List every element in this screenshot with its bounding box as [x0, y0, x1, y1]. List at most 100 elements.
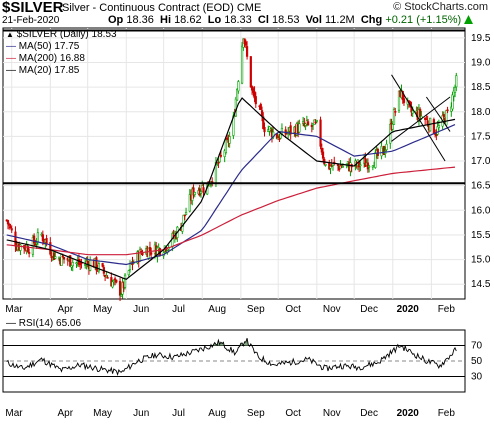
- chg-label: Chg: [360, 14, 383, 26]
- candle-body: [19, 244, 22, 251]
- candle-body: [402, 98, 406, 103]
- rsi-x-tick-label: Nov: [323, 408, 341, 419]
- candle-body: [202, 187, 205, 193]
- candle-body: [314, 121, 317, 124]
- rsi-x-tick-label: Dec: [360, 408, 378, 419]
- candle-body: [240, 45, 244, 84]
- x-tick-label: Mar: [5, 304, 23, 315]
- legend-ma50: — MA(50) 17.75: [6, 41, 80, 52]
- open-label: Op: [108, 14, 124, 26]
- chart-subtitle: Silver - Continuous Contract (EOD) CME: [62, 2, 261, 14]
- candle-body: [446, 109, 449, 112]
- vol-value: 11.2M: [324, 14, 355, 26]
- candle-body: [336, 164, 340, 166]
- candle-body: [224, 139, 228, 154]
- y-tick-label: 16.5: [471, 181, 491, 192]
- candle-body: [249, 56, 252, 88]
- trendline: [391, 96, 451, 142]
- candle-body: [183, 214, 186, 217]
- candle-body: [432, 119, 435, 135]
- candle-body: [61, 255, 64, 258]
- candle-body: [45, 238, 48, 244]
- candle-body: [118, 280, 122, 296]
- candle-body: [320, 147, 323, 153]
- y-tick-label: 17.0: [471, 156, 491, 167]
- candle-body: [397, 90, 401, 111]
- moving-average-line: [6, 97, 456, 280]
- subtitle-text: Silver - Continuous Contract (EOD): [62, 2, 234, 14]
- candle-body: [437, 125, 440, 129]
- chart-header: $SILVER Silver - Continuous Contract (EO…: [0, 0, 494, 16]
- candle-body: [192, 187, 195, 196]
- x-tick-label: 2020: [397, 304, 420, 315]
- rsi-label: — RSI(14) 65.06: [6, 318, 82, 329]
- high-label: Hi: [160, 14, 171, 26]
- candle-body: [359, 164, 362, 167]
- candle-body: [392, 109, 396, 125]
- rsi-x-tick-label: Sep: [247, 408, 265, 419]
- x-tick-label: Dec: [360, 304, 378, 315]
- candle-body: [127, 270, 130, 276]
- legend-price-text: $SILVER (Daily) 18.53: [16, 29, 117, 40]
- ohlc-readout: Op 18.36 Hi 18.62 Lo 18.33 Cl 18.53 Vol …: [108, 14, 474, 26]
- rsi-x-tick-label: Aug: [208, 408, 226, 419]
- low-label: Lo: [207, 14, 222, 26]
- x-tick-label: May: [93, 304, 112, 315]
- candle-body: [184, 211, 188, 216]
- candle-body: [244, 41, 247, 46]
- rsi-overbought-fill: [213, 340, 224, 346]
- candle-body: [341, 165, 345, 168]
- y-tick-label: 16.0: [471, 205, 491, 216]
- candle-body: [237, 81, 240, 92]
- rsi-y-tick-label: 70: [471, 341, 483, 352]
- candle-body: [128, 263, 132, 270]
- candle-body: [455, 75, 458, 88]
- x-tick-label: Oct: [285, 304, 301, 315]
- high-value: 18.62: [174, 14, 202, 26]
- legend-ma20: — MA(20) 17.85: [6, 65, 80, 76]
- candle-body: [148, 247, 152, 251]
- candle-body: [69, 255, 72, 267]
- candle-body: [150, 252, 153, 255]
- candle-body: [219, 155, 223, 157]
- candle-body: [71, 262, 74, 267]
- close-value: 18.53: [271, 14, 300, 26]
- candle-body: [54, 256, 57, 259]
- legend-ma200-text: MA(200) 16.88: [18, 53, 85, 64]
- rsi-y-tick-label: 30: [471, 372, 483, 383]
- candle-body: [259, 103, 262, 110]
- candle-body: [329, 165, 332, 169]
- y-tick-label: 14.5: [471, 279, 491, 290]
- candle-body: [6, 219, 10, 225]
- y-tick-label: 18.0: [471, 107, 491, 118]
- candle-body: [49, 242, 52, 255]
- candle-body: [442, 114, 445, 118]
- candle-body: [101, 263, 104, 267]
- rsi-x-tick-label: Jun: [133, 408, 149, 419]
- candle-body: [324, 164, 327, 166]
- candle-body: [306, 121, 310, 126]
- candle-body: [445, 110, 448, 126]
- candle-body: [451, 94, 454, 110]
- candle-body: [374, 152, 377, 168]
- date-label: 21-Feb-2020: [2, 15, 60, 26]
- candle-body: [36, 232, 39, 242]
- x-tick-label: Feb: [438, 304, 456, 315]
- up-arrow-icon: [464, 14, 474, 26]
- candle-body: [391, 123, 394, 130]
- candle-body: [9, 226, 12, 229]
- candle-body: [41, 234, 44, 242]
- rsi-x-tick-label: 2020: [397, 408, 420, 419]
- y-tick-label: 15.5: [471, 230, 491, 241]
- y-tick-label: 15.0: [471, 255, 491, 266]
- candle-body: [289, 125, 292, 135]
- x-tick-label: Jul: [172, 304, 185, 315]
- legend-ma50-text: MA(50) 17.75: [18, 41, 80, 52]
- candle-body: [263, 127, 266, 133]
- candle-body: [28, 252, 31, 254]
- candle-body: [86, 261, 89, 264]
- y-tick-label: 19.5: [471, 33, 491, 44]
- brand-label: © StockCharts.com: [393, 1, 488, 13]
- vol-label: Vol: [305, 14, 322, 26]
- candle-body: [112, 280, 115, 283]
